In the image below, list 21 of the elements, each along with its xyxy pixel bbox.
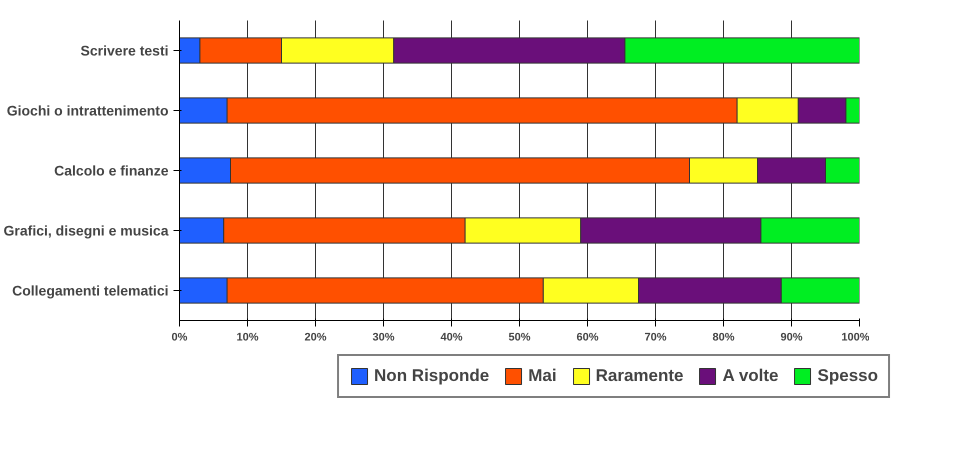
legend-label: A volte (722, 366, 779, 386)
y-tick-label: Calcolo e finanze (54, 162, 169, 178)
legend-label: Mai (528, 366, 557, 386)
x-tick-label: 70% (644, 332, 667, 344)
x-tick-label: 90% (780, 332, 803, 344)
y-tick-label: Grafici, disegni e musica (4, 222, 169, 238)
y-tick-label: Scrivere testi (80, 42, 169, 58)
x-tick-label: 10% (236, 332, 259, 344)
legend-label: Non Risponde (374, 366, 490, 386)
x-tick-label: 0% (172, 332, 188, 344)
legend-label: Spesso (818, 366, 878, 386)
x-tick-label: 50% (508, 332, 531, 344)
legend-label: Raramente (596, 366, 684, 386)
x-tick-label: 100% (841, 332, 870, 344)
x-tick-label: 30% (372, 332, 395, 344)
x-tick-label: 20% (304, 332, 327, 344)
x-tick-label: 60% (576, 332, 599, 344)
y-tick-label: Collegamenti telematici (12, 282, 169, 298)
x-tick-label: 80% (712, 332, 735, 344)
y-tick-label: Giochi o intrattenimento (6, 102, 168, 118)
x-tick-label: 40% (440, 332, 463, 344)
